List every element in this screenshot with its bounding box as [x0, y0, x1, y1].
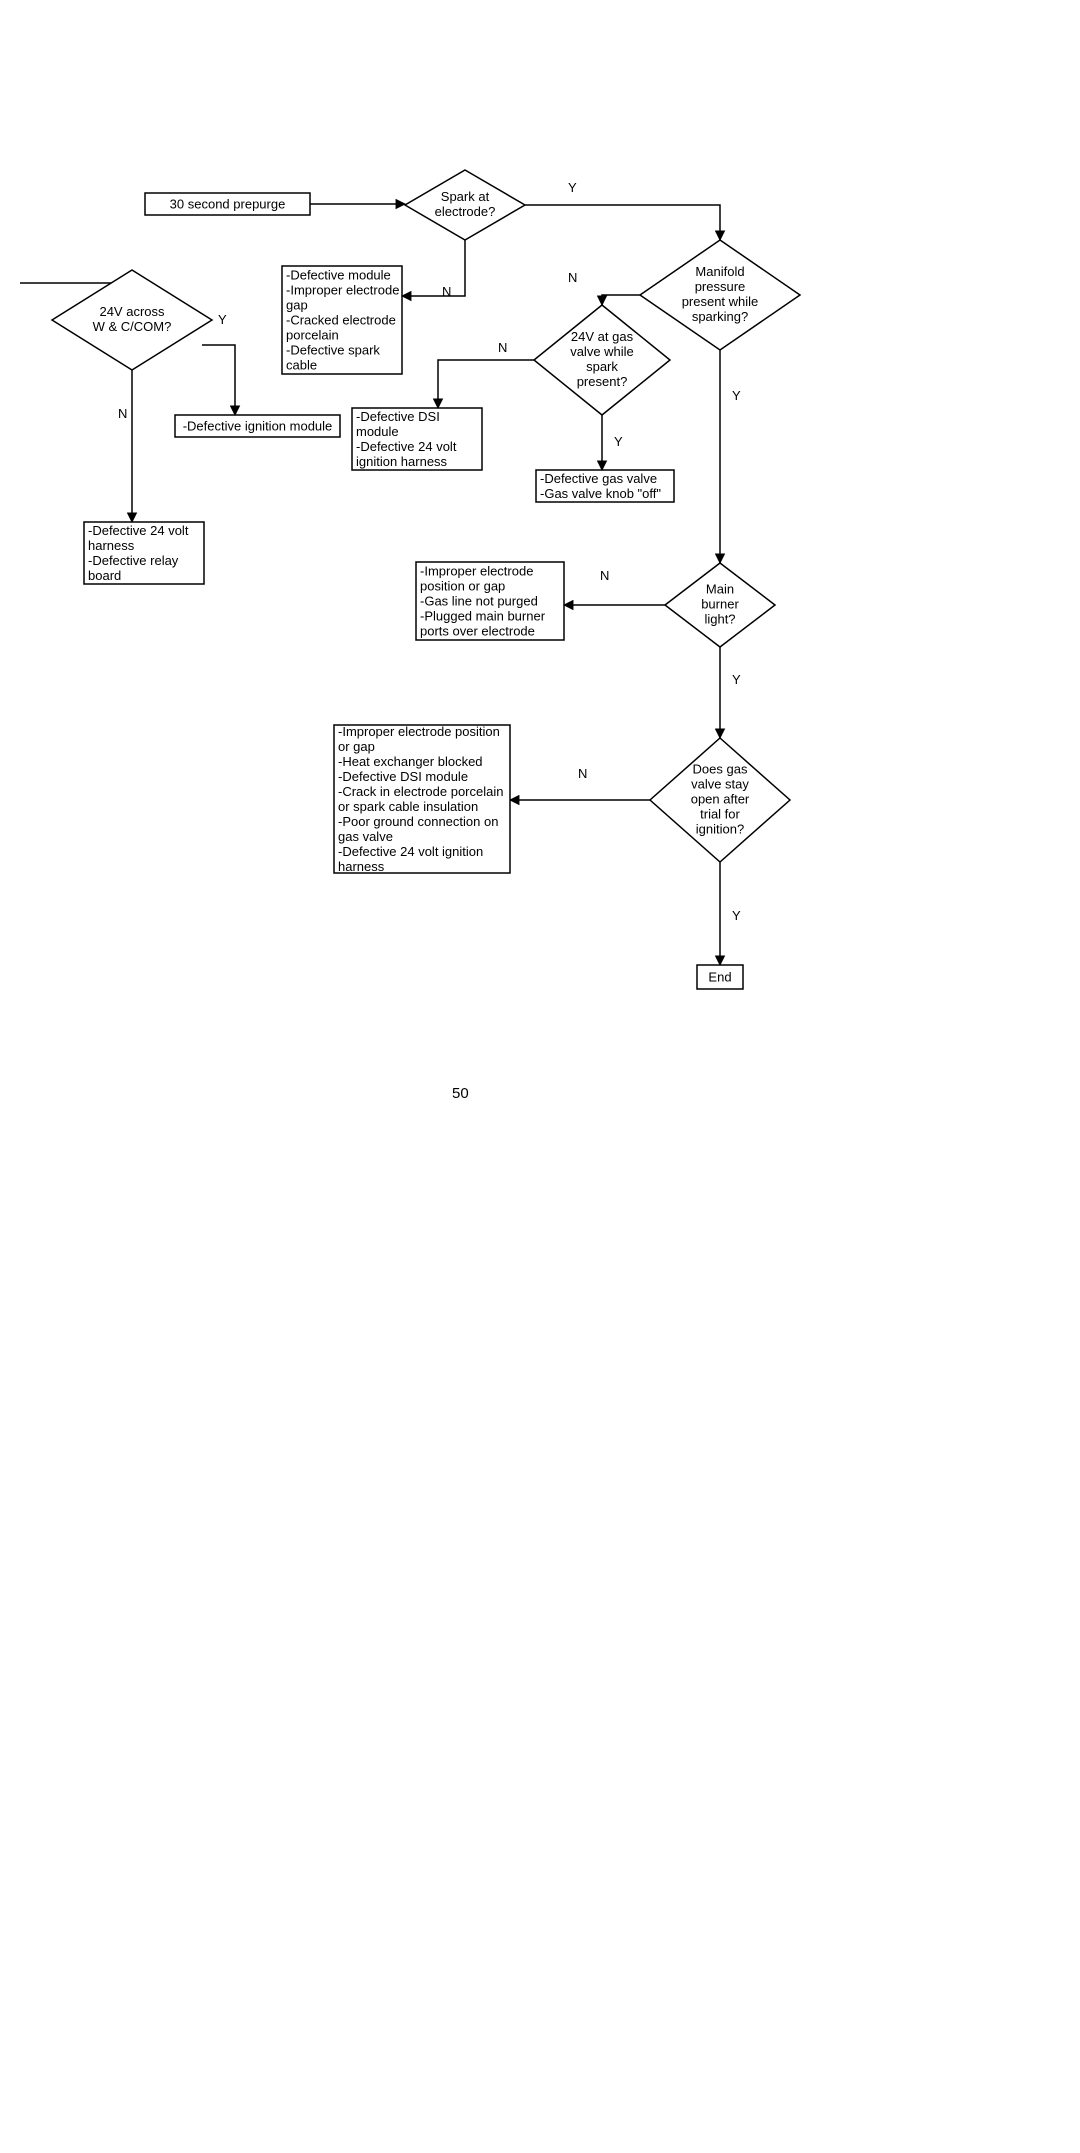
node-prepurge-line-0: 30 second prepurge: [170, 197, 286, 212]
node-mainburn-line-1: burner: [701, 597, 739, 612]
node-v24gas-line-0: 24V at gas: [571, 329, 634, 344]
page-number: 50: [452, 1085, 469, 1102]
node-defdsi-line-3: ignition harness: [356, 454, 448, 469]
node-v24across-line-0: 24V across: [99, 304, 165, 319]
e-v24-def24h-label: N: [118, 406, 127, 421]
node-manifold-line-2: present while: [682, 294, 759, 309]
e-manifold-v24gas-label: N: [568, 270, 577, 285]
node-improper2-line-9: harness: [338, 859, 385, 874]
node-mainburn-line-0: Main: [706, 582, 734, 597]
node-improper1-line-1: position or gap: [420, 579, 505, 594]
node-defmod-line-6: cable: [286, 358, 317, 373]
node-def24h-line-3: board: [88, 568, 121, 583]
node-defdsi-line-1: module: [356, 424, 399, 439]
node-defdsi: -Defective DSImodule-Defective 24 voltig…: [352, 408, 482, 470]
node-defmod: -Defective module-Improper electrodegap-…: [282, 266, 402, 374]
node-gasopen: Does gasvalve stayopen aftertrial forign…: [650, 738, 790, 862]
node-improper2-line-6: -Poor ground connection on: [338, 814, 498, 829]
node-defmod-line-0: -Defective module: [286, 268, 391, 283]
node-v24across-line-1: W & C/COM?: [93, 319, 172, 334]
e-main-improper1-label: N: [600, 568, 609, 583]
node-defmod-line-2: gap: [286, 298, 308, 313]
node-v24gas-line-3: present?: [577, 374, 628, 389]
node-spark-line-1: electrode?: [435, 204, 496, 219]
flowchart-canvas: Y N N Y Y N N Y N Y N Y 30 second prepurge Spark ate…: [0, 0, 1080, 2153]
e-gasopen-improper2-label: N: [578, 766, 587, 781]
node-v24across: 24V acrossW & C/COM?: [52, 270, 212, 370]
node-end: End: [697, 965, 743, 989]
e-v24gas-defdsi: [438, 360, 534, 408]
node-gasopen-line-3: trial for: [700, 807, 740, 822]
e-spark-defmod: [402, 240, 465, 296]
node-improper1-line-4: ports over electrode: [420, 624, 535, 639]
node-improper1-line-0: -Improper electrode: [420, 564, 533, 579]
e-main-gasopen-label: Y: [732, 672, 741, 687]
node-improper2-line-8: -Defective 24 volt ignition: [338, 844, 483, 859]
node-gasopen-line-0: Does gas: [693, 762, 748, 777]
node-defgasv: -Defective gas valve-Gas valve knob "off…: [536, 470, 674, 502]
node-improper2-line-0: -Improper electrode position: [338, 724, 500, 739]
node-end-line-0: End: [708, 970, 731, 985]
node-manifold-line-1: pressure: [695, 279, 746, 294]
node-prepurge: 30 second prepurge: [145, 193, 310, 215]
node-gasopen-line-1: valve stay: [691, 777, 749, 792]
e-v24-defign-label: Y: [218, 312, 227, 327]
node-mainburn-line-2: light?: [704, 612, 735, 627]
e-v24gas-defgasv-label: Y: [614, 434, 623, 449]
node-defdsi-line-0: -Defective DSI: [356, 409, 440, 424]
node-defmod-line-1: -Improper electrode: [286, 283, 399, 298]
node-v24gas: 24V at gasvalve whilesparkpresent?: [534, 305, 670, 415]
node-defign: -Defective ignition module: [175, 415, 340, 437]
node-improper2-line-2: -Heat exchanger blocked: [338, 754, 483, 769]
e-v24-defign: [202, 345, 235, 415]
node-improper1: -Improper electrodeposition or gap-Gas l…: [416, 562, 564, 640]
e-v24gas-defdsi-label: N: [498, 340, 507, 355]
node-defdsi-line-2: -Defective 24 volt: [356, 439, 457, 454]
node-gasopen-line-4: ignition?: [696, 822, 744, 837]
node-spark: Spark atelectrode?: [405, 170, 525, 240]
node-v24gas-line-2: spark: [586, 359, 618, 374]
node-improper2-line-4: -Crack in electrode porcelain: [338, 784, 503, 799]
e-manifold-main-label: Y: [732, 388, 741, 403]
node-defgasv-line-1: -Gas valve knob "off": [540, 486, 661, 501]
node-manifold-line-3: sparking?: [692, 309, 748, 324]
node-improper2-line-7: gas valve: [338, 829, 393, 844]
node-v24gas-line-1: valve while: [570, 344, 634, 359]
node-manifold: Manifoldpressurepresent whilesparking?: [640, 240, 800, 350]
node-gasopen-line-2: open after: [691, 792, 750, 807]
node-improper1-line-3: -Plugged main burner: [420, 609, 546, 624]
node-spark-line-0: Spark at: [441, 189, 490, 204]
node-improper2: -Improper electrode positionor gap-Heat …: [334, 724, 510, 874]
node-defmod-line-3: -Cracked electrode: [286, 313, 396, 328]
e-spark-manifold: [525, 205, 720, 240]
node-improper2-line-3: -Defective DSI module: [338, 769, 468, 784]
node-def24h-line-2: -Defective relay: [88, 553, 179, 568]
node-improper1-line-2: -Gas line not purged: [420, 594, 538, 609]
node-defmod-line-4: porcelain: [286, 328, 339, 343]
e-gasopen-end-label: Y: [732, 908, 741, 923]
e-spark-defmod-label: N: [442, 284, 451, 299]
node-defgasv-line-0: -Defective gas valve: [540, 471, 657, 486]
node-defmod-line-5: -Defective spark: [286, 343, 380, 358]
node-def24h: -Defective 24 voltharness-Defective rela…: [84, 522, 204, 584]
node-improper2-line-5: or spark cable insulation: [338, 799, 478, 814]
e-manifold-v24gas: [602, 295, 640, 305]
node-defign-line-0: -Defective ignition module: [183, 419, 333, 434]
e-spark-manifold-label: Y: [568, 180, 577, 195]
node-improper2-line-1: or gap: [338, 739, 375, 754]
node-mainburn: Mainburnerlight?: [665, 563, 775, 647]
node-def24h-line-0: -Defective 24 volt: [88, 523, 189, 538]
node-def24h-line-1: harness: [88, 538, 135, 553]
node-manifold-line-0: Manifold: [695, 264, 744, 279]
